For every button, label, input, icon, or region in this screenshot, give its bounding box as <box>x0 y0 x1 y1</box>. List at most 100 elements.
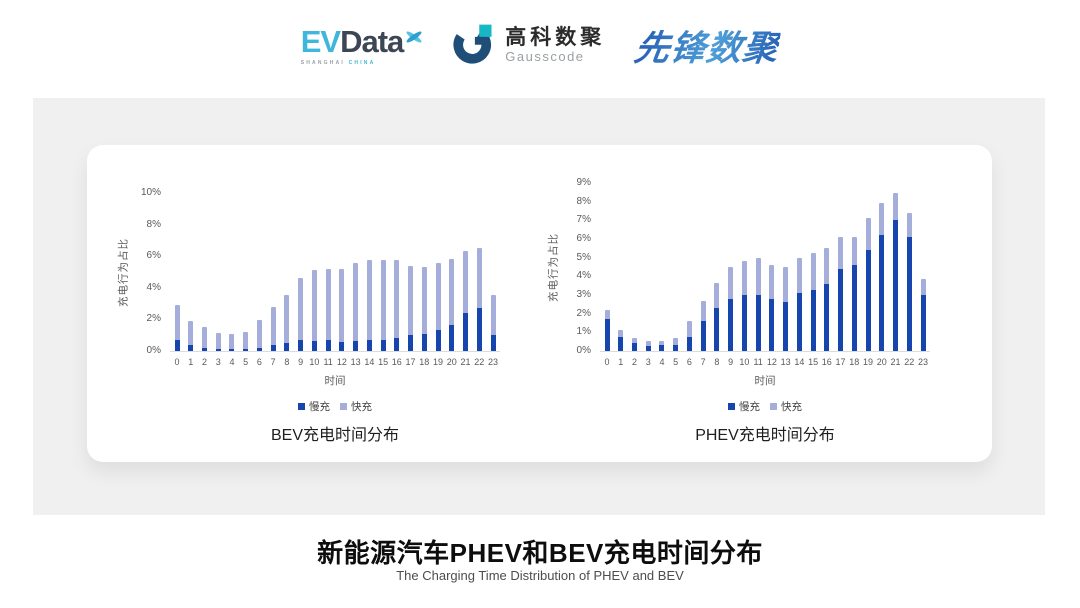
bar-segment-fast <box>256 320 262 348</box>
chart-title: BEV充电时间分布 <box>270 427 400 444</box>
chart-title: PHEV充电时间分布 <box>695 427 835 444</box>
stacked-bar <box>645 340 651 351</box>
bar-segment-fast <box>188 321 194 345</box>
legend-label-slow: 慢充 <box>739 401 760 413</box>
stacked-bar <box>366 260 372 351</box>
axis-title-x: 时间 <box>324 375 346 387</box>
phev-chart: 充电行为占比 时间 慢充 快充 PHEV充电时间分布 0% 1% 2% 3% 4% 5% 6… <box>517 145 967 462</box>
y-axis-tick-label: 2% <box>576 307 591 319</box>
stacked-bar <box>824 248 830 351</box>
bar-segment-slow <box>865 250 871 351</box>
bar-segment-fast <box>201 327 207 348</box>
bar-segment-slow <box>879 235 885 351</box>
bar-segment-fast <box>906 212 912 238</box>
bar-segment-fast <box>311 269 317 341</box>
stacked-bar <box>838 237 844 351</box>
bar-segment-fast <box>714 282 720 309</box>
logo-row: EV Data SHANGHAI CHINA 高科数聚 Gausscode <box>0 20 1080 71</box>
y-axis-tick-label: 6% <box>576 233 591 244</box>
bar-segment-slow <box>618 337 624 351</box>
x-axis-tick-label: 17 <box>405 357 416 367</box>
bar-segment-fast <box>783 267 789 302</box>
bar-segment-fast <box>810 253 816 291</box>
stacked-bar <box>353 263 359 351</box>
bev-chart: 充电行为占比 时间 慢充 快充 BEV充电时间分布 0% 2% 4% 6% 8% 10% 0… <box>87 145 537 462</box>
bar-segment-fast <box>618 329 624 337</box>
legend: 慢充 快充 <box>600 399 930 414</box>
stacked-bar <box>215 332 221 351</box>
bar-segment-slow <box>893 220 899 351</box>
stacked-bar <box>463 250 469 351</box>
bar-segment-fast <box>421 267 427 334</box>
bar-segment-fast <box>339 268 345 342</box>
stacked-bar <box>311 269 317 351</box>
bar-segment-slow <box>810 290 816 351</box>
bar-segment-fast <box>838 237 844 269</box>
bar-segment-slow <box>366 339 372 351</box>
main-subtitle: The Charging Time Distribution of PHEV a… <box>396 568 684 583</box>
bar-segment-fast <box>463 250 469 314</box>
gausscode-mark-icon <box>453 22 495 69</box>
stacked-bar <box>659 340 665 351</box>
bar-segment-slow <box>394 337 400 351</box>
bar-segment-slow <box>380 339 386 351</box>
bar-segment-slow <box>408 335 414 351</box>
stacked-bar <box>201 327 207 351</box>
x-axis-tick-label: 17 <box>835 357 846 367</box>
x-axis-tick-label: 7 <box>270 357 276 367</box>
bar-segment-slow <box>201 347 207 351</box>
bar-segment-fast <box>686 321 692 337</box>
x-axis-tick-label: 21 <box>460 357 471 367</box>
gausscode-cn-text: 高科数聚 <box>505 25 606 49</box>
bar-segment-fast <box>741 261 747 295</box>
x-axis-tick-label: 5 <box>673 357 679 367</box>
bar-segment-slow <box>851 265 857 351</box>
bar-segment-slow <box>298 339 304 351</box>
bar-segment-slow <box>353 340 359 351</box>
bar-segment-fast <box>353 263 359 341</box>
bar-segment-fast <box>298 278 304 340</box>
bar-segment-slow <box>838 268 844 351</box>
axis-title-x: 时间 <box>754 375 776 387</box>
x-axis-tick-label: 8 <box>284 357 290 367</box>
bar-segment-slow <box>796 293 802 351</box>
bar-segment-slow <box>215 348 221 351</box>
chart-card: 充电行为占比 时间 慢充 快充 BEV充电时间分布 0% 2% 4% 6% 8% 10% 0… <box>87 145 992 462</box>
x-axis-tick-label: 5 <box>243 357 249 367</box>
legend-swatch-slow <box>298 403 305 410</box>
bar-segment-slow <box>906 237 912 351</box>
bar-segment-slow <box>284 343 290 351</box>
bar-segment-slow <box>325 339 331 351</box>
bar-segment-fast <box>893 193 899 221</box>
bar-segment-slow <box>421 333 427 351</box>
x-axis-tick-label: 23 <box>917 357 928 367</box>
y-axis-tick-label: 4% <box>576 270 591 282</box>
bar-segment-fast <box>824 248 830 284</box>
stacked-bar <box>339 268 345 351</box>
bar-segment-slow <box>659 345 665 351</box>
bar-segment-slow <box>714 308 720 351</box>
y-axis-tick-label: 3% <box>576 289 591 300</box>
gausscode-text: 高科数聚 Gausscode <box>505 26 605 65</box>
bar-segment-slow <box>339 341 345 351</box>
bar-segment-slow <box>270 344 276 351</box>
y-axis-tick-label: 4% <box>146 281 161 293</box>
stacked-bar <box>284 294 290 351</box>
x-axis-tick-label: 10 <box>309 357 320 367</box>
bar-segment-fast <box>920 279 926 295</box>
stacked-bar <box>270 306 276 351</box>
y-axis-tick-label: 2% <box>146 313 161 325</box>
x-axis-tick-label: 21 <box>890 357 901 367</box>
legend-swatch-fast <box>340 403 347 410</box>
stacked-bar <box>394 260 400 351</box>
stacked-bar <box>686 321 692 351</box>
main-title: 新能源汽车PHEV和BEV充电时间分布 <box>317 538 763 568</box>
stacked-bar <box>174 305 180 351</box>
legend-label-slow: 慢充 <box>309 401 330 413</box>
bar-segment-fast <box>673 337 679 346</box>
stacked-bar <box>298 278 304 351</box>
x-axis-tick-label: 23 <box>487 357 498 367</box>
x-axis-tick-label: 18 <box>849 357 860 367</box>
x-axis-tick-label: 4 <box>229 357 235 367</box>
x-axis-tick-label: 15 <box>808 357 819 367</box>
